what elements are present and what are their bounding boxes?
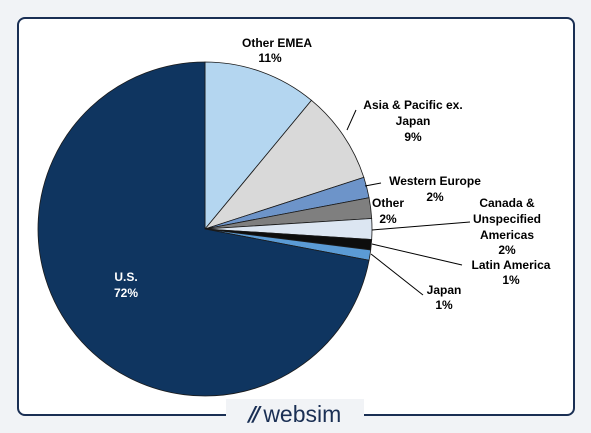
slice-percent-label: 11% [258, 51, 282, 65]
slice-name-label: Asia & Pacific ex. [363, 98, 462, 112]
slice-name-label: Western Europe [389, 174, 481, 188]
slice-name-label: Japan [396, 114, 431, 128]
slice-name-label: U.S. [114, 270, 137, 284]
slice-percent-label: 2% [498, 243, 516, 257]
slice-percent-label: 2% [379, 212, 397, 226]
slice-percent-label: 9% [404, 130, 422, 144]
leader-line [370, 253, 424, 296]
leader-line [371, 221, 471, 231]
leader-line [371, 243, 463, 266]
slice-name-label: Japan [427, 283, 462, 297]
slice-name-label: Latin America [472, 258, 551, 272]
slice-name-label: Unspecified [473, 212, 541, 226]
leader-line [364, 182, 382, 187]
leader-line [346, 109, 357, 131]
websim-brand: // websim [226, 399, 364, 429]
slice-name-label: Americas [480, 228, 534, 242]
pie-slice [203, 99, 365, 230]
pie-slice [204, 61, 313, 231]
slice-name-label: Canada & [479, 196, 535, 210]
websim-logo-icon: // [248, 402, 260, 426]
slice-name-label: Other EMEA [242, 36, 312, 50]
slice-percent-label: 2% [426, 190, 444, 204]
slice-percent-label: 1% [502, 273, 520, 287]
slice-name-label: Other [372, 196, 404, 210]
pie-slice [37, 61, 370, 397]
slice-percent-label: 1% [435, 298, 453, 312]
slice-percent-label: 72% [114, 286, 138, 300]
brand-name: websim [263, 400, 342, 427]
